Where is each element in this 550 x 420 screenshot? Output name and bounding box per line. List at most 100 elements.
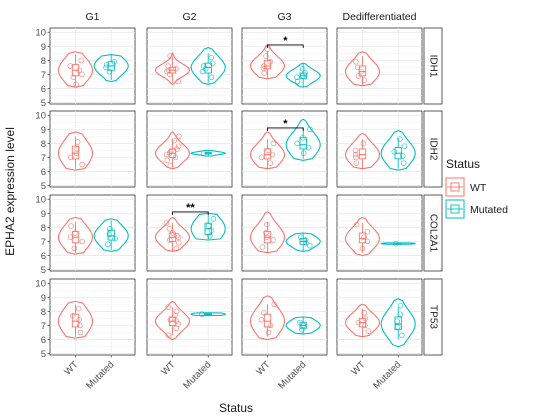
data-point: [299, 66, 306, 72]
data-point: [300, 322, 307, 329]
y-tick-label: 10: [35, 28, 46, 39]
data-point: [111, 59, 117, 65]
data-point: [302, 70, 308, 76]
data-point: [209, 60, 216, 66]
y-tick-label: 5: [41, 265, 46, 276]
data-point: [163, 220, 170, 226]
y-tick-label: 7: [41, 153, 46, 164]
data-point: [163, 151, 170, 158]
data-point: [361, 234, 367, 240]
x-tick-label: Mutated: [84, 359, 116, 391]
data-point: [70, 312, 76, 319]
data-point: [300, 150, 307, 156]
x-tick-label: WT: [159, 359, 177, 377]
data-point: [165, 63, 171, 69]
y-tick-label: 9: [41, 209, 46, 220]
data-point: [107, 226, 113, 232]
data-point: [270, 140, 277, 147]
y-tick-label: 7: [41, 321, 46, 332]
data-point: [164, 68, 170, 75]
data-point: [267, 59, 273, 65]
significance-label: **: [186, 202, 195, 214]
data-point: [172, 154, 179, 161]
data-point: [175, 78, 181, 85]
legend-key-mutated: [445, 199, 465, 219]
data-point: [105, 241, 111, 248]
y-tick-label: 6: [41, 167, 46, 178]
box: [107, 229, 115, 241]
y-tick-label: 8: [41, 223, 46, 234]
data-point: [200, 150, 207, 156]
data-point: [103, 61, 110, 68]
data-point: [261, 310, 267, 316]
y-tick-label: 10: [35, 111, 46, 122]
data-point: [307, 126, 313, 133]
data-point: [171, 137, 177, 144]
y-tick-label: 9: [41, 42, 46, 53]
facet-row-label: IDH1: [428, 55, 439, 78]
data-point: [302, 237, 309, 243]
significance-bracket: [267, 127, 304, 131]
data-point: [167, 317, 174, 323]
data-point: [391, 149, 398, 155]
data-point: [264, 221, 270, 228]
data-point: [173, 308, 180, 315]
data-point: [360, 140, 367, 147]
data-point: [79, 71, 85, 78]
data-point: [165, 304, 171, 310]
data-point: [359, 245, 366, 252]
data-point: [362, 315, 369, 322]
data-point: [68, 223, 74, 229]
y-tick-label: 6: [41, 335, 46, 346]
data-point: [167, 149, 174, 155]
data-point: [166, 150, 173, 156]
data-point: [76, 67, 82, 73]
data-point: [261, 70, 267, 76]
facet-column-label: G1: [85, 11, 99, 23]
data-point: [258, 154, 265, 161]
data-point: [358, 68, 364, 75]
data-point: [355, 73, 362, 79]
y-tick-label: 9: [41, 125, 46, 136]
data-point: [397, 136, 403, 142]
legend-title: Status: [446, 157, 480, 171]
data-point: [73, 81, 79, 88]
data-point: [364, 228, 371, 235]
y-tick-label: 8: [41, 139, 46, 150]
data-point: [303, 240, 309, 246]
box: [358, 65, 367, 77]
data-point: [307, 242, 313, 249]
panels-layer: [49, 27, 423, 356]
data-point: [300, 134, 306, 141]
data-point: [175, 234, 182, 240]
data-point: [352, 151, 359, 158]
data-point: [199, 311, 205, 317]
x-tick-label: WT: [349, 359, 367, 377]
data-point: [175, 143, 182, 149]
facet-row-strip: [423, 194, 443, 272]
data-point: [353, 160, 360, 166]
data-point: [263, 53, 269, 59]
facet-column-label: G3: [277, 11, 291, 23]
data-point: [167, 237, 173, 243]
data-point: [393, 240, 399, 247]
data-point: [259, 244, 266, 250]
data-point: [264, 234, 270, 240]
legend-label: Mutated: [470, 204, 508, 216]
y-tick-label: 7: [41, 237, 46, 248]
box: [263, 148, 272, 160]
data-point: [167, 53, 173, 59]
y-tick-label: 9: [41, 293, 46, 304]
significance-bracket: [267, 44, 304, 48]
data-point: [67, 63, 74, 69]
box: [263, 59, 272, 70]
y-tick-label: 5: [41, 349, 46, 360]
data-point: [208, 227, 215, 233]
data-point: [79, 238, 86, 245]
legend-label: WT: [470, 182, 487, 194]
data-point: [72, 230, 78, 236]
x-tick-label: WT: [62, 359, 80, 377]
data-point: [176, 133, 182, 140]
x-axis-title: Status: [219, 401, 253, 415]
